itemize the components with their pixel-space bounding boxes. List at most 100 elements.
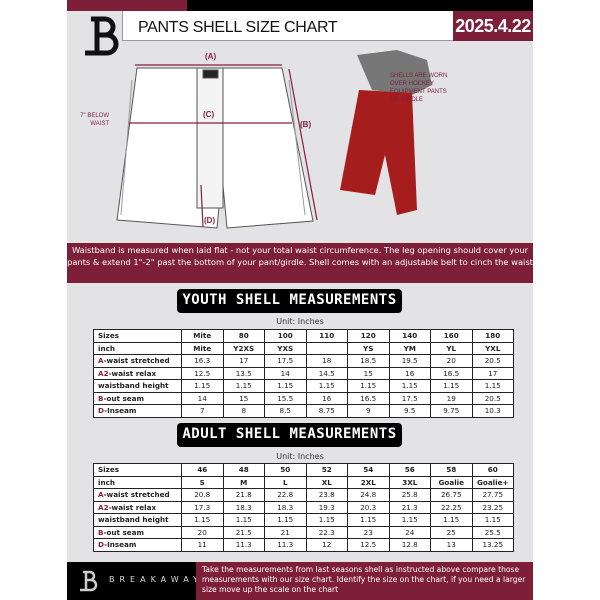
table-cell: 80 — [222, 329, 265, 343]
footer-instructions: Take the measurements from last seasons … — [196, 562, 533, 600]
table-row: D-Inseam 11 11.3 11.3 12 12.5 12.8 13 13.25 — [93, 538, 514, 552]
measure-code: A — [98, 356, 104, 366]
size-chart-page: PANTS SHELL SIZE CHART 2025.4.22 (A) (B)… — [67, 0, 533, 600]
table-cell: 22.3 — [305, 525, 348, 539]
table-cell: 21.3 — [388, 500, 431, 514]
table-cell: 18 — [305, 354, 348, 368]
label-a: (A) — [205, 52, 217, 61]
footer-brand: BREAKAWAY — [67, 562, 198, 600]
table-row: B-out seam 20 21.5 21 22.3 23 24 25 25.5 — [93, 525, 514, 539]
brand-logo-icon — [85, 16, 119, 56]
table-cell: 15 — [222, 391, 265, 405]
row-label: B-out seam — [93, 391, 182, 405]
table-cell: 21 — [264, 525, 307, 539]
table-cell: 180 — [471, 329, 514, 343]
top-bar — [187, 0, 533, 11]
table-cell: 52 — [305, 463, 348, 477]
table-cell — [305, 341, 348, 355]
measure-name: waistband height — [98, 515, 169, 525]
below-waist-note: 7" BELOW WAIST — [80, 113, 109, 127]
row-label: inch — [93, 475, 182, 489]
table-cell: 54 — [347, 463, 390, 477]
table-cell: 1.15 — [347, 513, 390, 527]
table-cell: YXL — [471, 341, 514, 355]
table-cell: 13.25 — [471, 538, 514, 552]
table-cell: 18.5 — [347, 354, 390, 368]
table-cell: 2XL — [347, 475, 390, 489]
table-cell: 21.5 — [222, 525, 265, 539]
table-cell: 16 — [305, 391, 348, 405]
measure-name: Sizes — [98, 331, 119, 341]
table-cell: 25.5 — [471, 525, 514, 539]
top-bar-accent — [67, 0, 187, 11]
table-cell: XL — [305, 475, 348, 489]
table-cell: 9 — [347, 404, 390, 418]
table-cell: 11.3 — [222, 538, 265, 552]
table-cell: 22.25 — [430, 500, 473, 514]
pants-diagram — [116, 50, 432, 229]
youth-title: YOUTH SHELL MEASUREMENTS — [177, 289, 402, 313]
table-cell: 14 — [181, 391, 224, 405]
row-label: Sizes — [93, 463, 182, 477]
measure-name: -Inseam — [104, 406, 137, 416]
table-cell: YS — [347, 341, 390, 355]
table-cell: 20.5 — [471, 391, 514, 405]
table-cell: 12.8 — [388, 538, 431, 552]
adult-title: ADULT SHELL MEASUREMENTS — [177, 423, 402, 447]
table-cell: 50 — [264, 463, 307, 477]
table-cell: 20.8 — [181, 488, 224, 502]
youth-table: Sizes Mite 80 100 110 120 140 160 180 inch Mite Y2X… — [93, 329, 514, 418]
table-cell: 1.15 — [181, 379, 224, 393]
table-row: A-waist stretched 16.3 17 17.5 18 18.5 19.5 20 2… — [93, 354, 514, 368]
measure-code: A2 — [98, 502, 109, 512]
table-cell: 110 — [305, 329, 348, 343]
measure-code: B — [98, 527, 104, 537]
table-cell: 24 — [388, 525, 431, 539]
row-label: A2-waist relax — [93, 500, 182, 514]
table-row: D-Inseam 7 8 8.5 8.75 9 9.5 9.75 10.3 — [93, 404, 514, 418]
measure-name: waistband height — [98, 381, 169, 391]
table-cell: 8.5 — [264, 404, 307, 418]
table-cell: 25.8 — [388, 488, 431, 502]
table-cell: 1.15 — [305, 513, 348, 527]
measure-code: A2 — [98, 368, 109, 378]
table-cell: 19.5 — [388, 354, 431, 368]
info-band: Waistband is measured when laid flat - n… — [67, 243, 533, 283]
table-cell: Mite — [181, 329, 224, 343]
table-cell: 3XL — [388, 475, 431, 489]
table-cell: 20.5 — [471, 354, 514, 368]
table-cell: 1.15 — [264, 513, 307, 527]
table-cell: L — [264, 475, 307, 489]
table-cell: 60 — [471, 463, 514, 477]
table-cell: Goalie+ — [471, 475, 514, 489]
row-label: waistband height — [93, 379, 182, 393]
label-d: (D) — [204, 216, 216, 225]
measure-code: D — [98, 540, 105, 550]
table-cell: 18.3 — [222, 500, 265, 514]
table-cell: 19 — [430, 391, 473, 405]
measure-name: -out seam — [103, 393, 144, 403]
table-cell: 1.15 — [222, 379, 265, 393]
table-row: waistband height 1.15 1.15 1.15 1.15 1.15 1.15… — [93, 513, 514, 527]
measure-name: -waist stretched — [103, 356, 170, 366]
measure-name: -waist stretched — [103, 490, 170, 500]
page-title: PANTS SHELL SIZE CHART — [122, 11, 453, 41]
table-cell: 160 — [430, 329, 473, 343]
shell-note: SHELLS ARE WORN OVER HOCKEY EQUIPMENT PA… — [390, 73, 448, 103]
table-cell: S — [181, 475, 224, 489]
table-cell: 140 — [388, 329, 431, 343]
table-cell: 17.3 — [181, 500, 224, 514]
table-cell: 14.5 — [305, 366, 348, 380]
measure-name: -waist relax — [108, 502, 157, 512]
table-row: Sizes 46 48 50 52 54 56 58 60 — [93, 463, 514, 477]
table-cell: 9.5 — [388, 404, 431, 418]
table-cell: 56 — [388, 463, 431, 477]
table-cell: Goalie — [430, 475, 473, 489]
row-label: A-waist stretched — [93, 488, 182, 502]
table-cell: YL — [430, 341, 473, 355]
measure-name: -waist relax — [108, 368, 157, 378]
table-cell: 15 — [347, 366, 390, 380]
table-cell: 16 — [388, 366, 431, 380]
table-cell: 1.15 — [388, 379, 431, 393]
table-row: B-out seam 14 15 15.5 16 16.5 17.5 19 20.5 — [93, 391, 514, 405]
